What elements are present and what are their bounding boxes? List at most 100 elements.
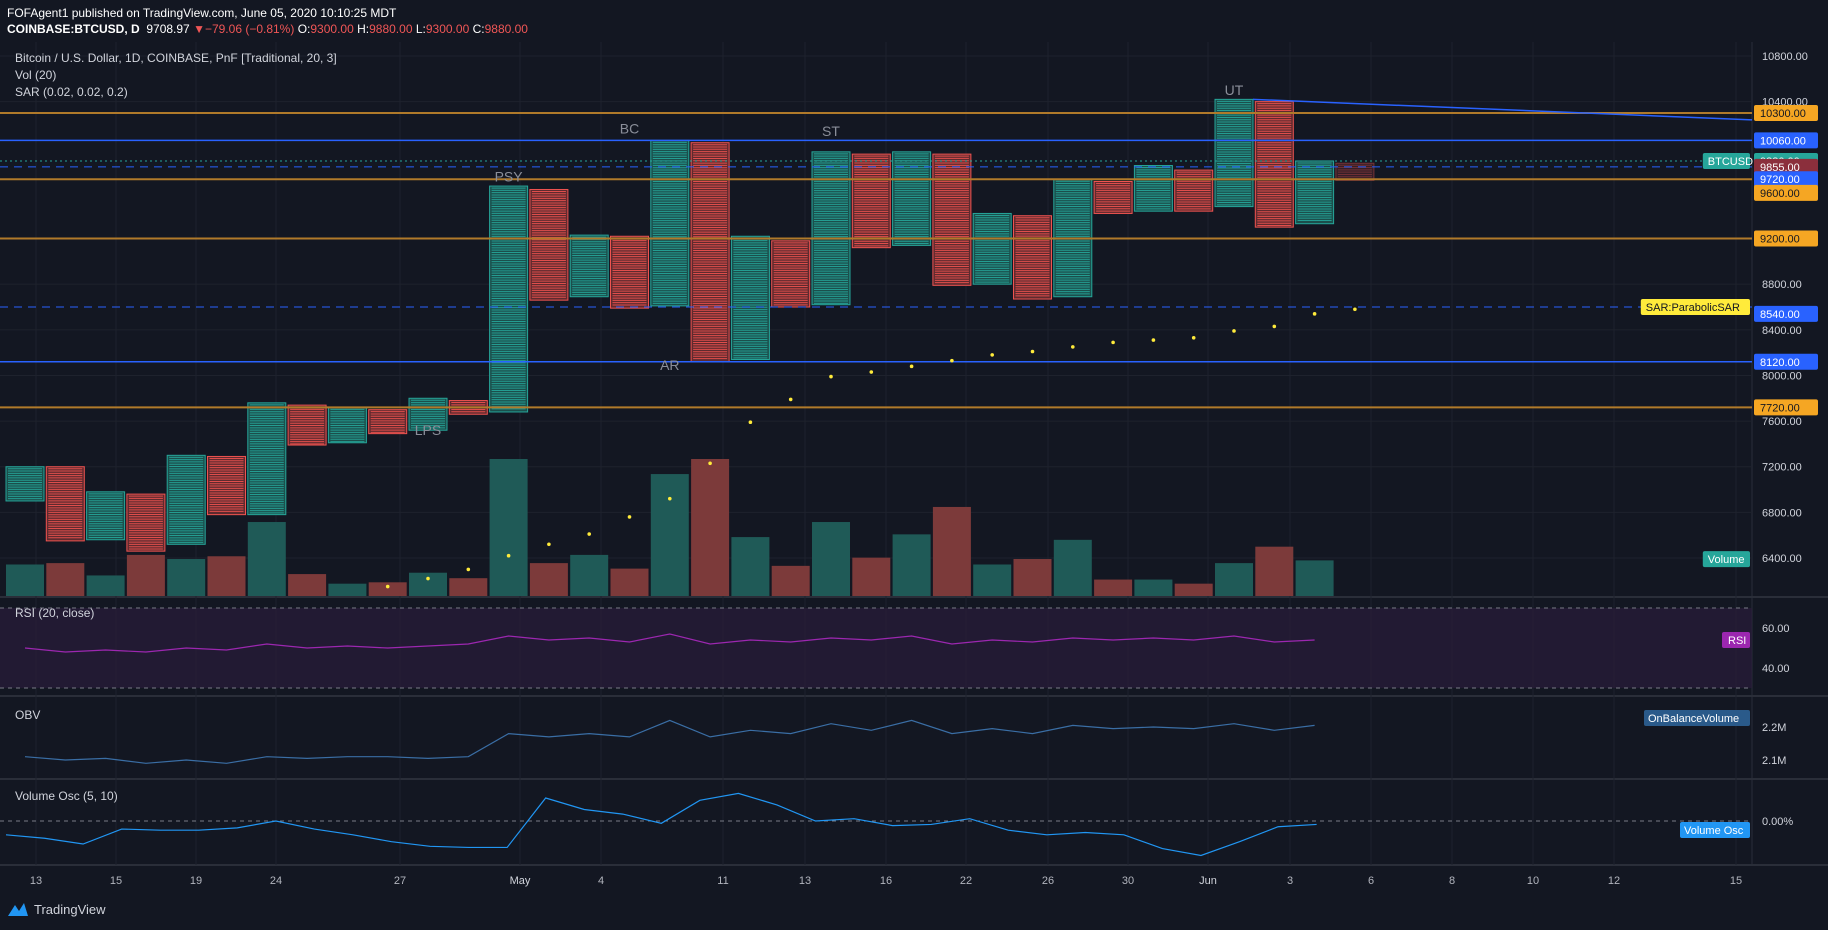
legend-title[interactable]: Bitcoin / U.S. Dollar, 1D, COINBASE, PnF… xyxy=(15,51,337,65)
series-tag-label: SAR:ParabolicSAR xyxy=(1646,302,1740,314)
price-axis-label-bg xyxy=(1754,353,1818,370)
rsi-pane-title[interactable]: RSI (20, close) xyxy=(15,606,95,620)
tradingview-logo[interactable]: TradingView xyxy=(8,901,106,917)
publisher-line: FOFAgent1 published on TradingView.com, … xyxy=(7,6,396,20)
time-axis-tick: 4 xyxy=(598,875,604,887)
pnf-column-body xyxy=(1254,101,1294,228)
pnf-x-column xyxy=(327,406,367,444)
volume-bar xyxy=(1134,579,1173,596)
sar-dot xyxy=(990,353,994,357)
price-axis-tick: 8800.00 xyxy=(1762,279,1802,291)
volume-bar xyxy=(449,578,488,596)
pnf-x-column xyxy=(1295,160,1335,225)
pnf-o-column xyxy=(368,409,408,435)
publisher-text: FOFAgent1 published on TradingView.com, … xyxy=(7,6,397,20)
volume-bar xyxy=(650,474,689,596)
sar-dot xyxy=(748,420,753,425)
vosc-axis-tick: 0.00% xyxy=(1762,816,1793,828)
obv-axis-tick: 2.2M xyxy=(1762,722,1786,734)
pnf-o-column xyxy=(932,153,972,286)
rsi-axis-tick: 60.00 xyxy=(1762,623,1790,635)
price-axis-label: 9855.00 xyxy=(1760,162,1800,174)
volume-bar xyxy=(691,459,730,596)
volume-bar xyxy=(207,556,246,596)
sar-dot xyxy=(547,542,551,547)
pnf-x-column xyxy=(1133,165,1173,212)
volume-bar xyxy=(6,564,44,596)
pnf-o-column xyxy=(1093,181,1133,214)
sar-dot xyxy=(426,576,430,581)
legend-vol[interactable]: Vol (20) xyxy=(15,68,57,82)
pnf-x-column xyxy=(811,151,851,306)
pnf-o-column xyxy=(529,188,569,301)
open-label: O: xyxy=(297,22,311,36)
close-label: C: xyxy=(472,22,485,36)
obv-line xyxy=(24,719,1315,764)
time-axis-tick: 26 xyxy=(1042,875,1054,887)
vosc-pane-title[interactable]: Volume Osc (5, 10) xyxy=(15,789,118,803)
pnf-column-body xyxy=(851,153,891,249)
volume-bar xyxy=(409,572,447,596)
time-axis-tick: 15 xyxy=(1730,875,1742,887)
sar-dot xyxy=(1312,312,1317,316)
sar-dot xyxy=(587,532,591,536)
volume-bar xyxy=(1174,583,1213,596)
time-axis-tick: 24 xyxy=(270,875,282,887)
open-value: 9300.00 xyxy=(310,22,354,36)
wyckoff-label: ST xyxy=(822,123,840,139)
pnf-o-column xyxy=(1254,101,1294,228)
sar-dot xyxy=(506,553,511,558)
price-axis-tick: 10800.00 xyxy=(1762,51,1808,63)
pnf-x-column xyxy=(86,491,126,541)
volume-bar xyxy=(570,554,609,596)
volume-bar xyxy=(46,563,85,596)
pnf-column-body xyxy=(892,151,932,246)
sar-dot xyxy=(1272,324,1277,329)
volume-bar xyxy=(731,537,770,596)
time-axis-tick: 13 xyxy=(30,875,42,887)
price-axis-label-bg xyxy=(1754,399,1818,416)
rsi-tag: RSI xyxy=(1728,635,1746,647)
pnf-o-column xyxy=(1013,215,1052,300)
low-label: L: xyxy=(415,22,426,36)
time-axis-tick: 13 xyxy=(799,875,811,887)
price-axis-label-bg xyxy=(1754,105,1818,122)
volume-bar xyxy=(1094,579,1133,596)
symbol-text: COINBASE:BTCUSD, D xyxy=(7,22,140,36)
volume-bar xyxy=(328,583,367,596)
price-axis-tick: 8000.00 xyxy=(1762,370,1802,382)
wyckoff-label: AR xyxy=(660,357,679,373)
volume-bar xyxy=(852,557,891,596)
obv-pane-title[interactable]: OBV xyxy=(15,708,41,722)
time-axis-tick: 15 xyxy=(110,875,122,887)
price-axis-tick: 8400.00 xyxy=(1762,325,1802,337)
volume-bar xyxy=(489,459,528,596)
volume-bar xyxy=(1295,560,1334,596)
obv-tag-bg xyxy=(1644,710,1750,726)
trendline xyxy=(1252,98,1753,121)
tradingview-logo-icon xyxy=(8,903,28,916)
volume-bar xyxy=(610,568,649,596)
sar-dot xyxy=(1353,307,1357,312)
pnf-column-body xyxy=(972,212,1012,285)
pnf-x-column xyxy=(730,235,770,360)
pnf-o-column xyxy=(610,235,649,309)
price-axis-label-bg xyxy=(1754,171,1818,188)
rsi-line xyxy=(24,633,1315,653)
time-axis-tick: 10 xyxy=(1527,875,1539,887)
sar-dot xyxy=(627,515,632,519)
volume-bar xyxy=(1215,563,1253,596)
legend-sar[interactable]: SAR (0.02, 0.02, 0.2) xyxy=(15,85,128,99)
series-tag-bg xyxy=(1702,152,1750,169)
pnf-o-column xyxy=(1335,162,1375,181)
wyckoff-label: PSY xyxy=(495,169,524,185)
price-axis-label: 9200.00 xyxy=(1760,234,1800,246)
pnf-o-column xyxy=(45,466,85,542)
sar-dot xyxy=(668,496,672,501)
volume-bar xyxy=(86,575,125,596)
time-axis-tick: 6 xyxy=(1368,875,1374,887)
symbol-line: COINBASE:BTCUSD, D 9708.97 ▼−79.06 (−0.8… xyxy=(7,22,528,36)
price-axis-label: 7720.00 xyxy=(1760,402,1800,414)
sar-dot xyxy=(1232,329,1236,333)
volume-bar xyxy=(288,574,327,596)
